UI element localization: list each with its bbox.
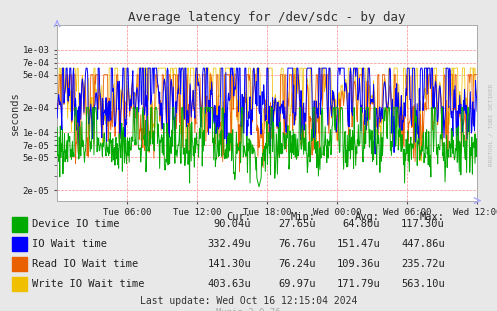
Text: IO Wait time: IO Wait time <box>32 239 107 249</box>
Text: 141.30u: 141.30u <box>207 259 251 269</box>
Text: 76.24u: 76.24u <box>278 259 316 269</box>
Text: Read IO Wait time: Read IO Wait time <box>32 259 139 269</box>
Bar <box>12 237 27 251</box>
Text: Avg:: Avg: <box>355 211 380 222</box>
Text: 27.65u: 27.65u <box>278 219 316 229</box>
Bar <box>12 217 27 231</box>
Text: 332.49u: 332.49u <box>207 239 251 249</box>
Text: 171.79u: 171.79u <box>336 279 380 289</box>
Text: 69.97u: 69.97u <box>278 279 316 289</box>
Text: 90.04u: 90.04u <box>214 219 251 229</box>
Text: Munin 2.0.76: Munin 2.0.76 <box>216 309 281 311</box>
Bar <box>12 277 27 291</box>
Text: 447.86u: 447.86u <box>401 239 445 249</box>
Text: 76.76u: 76.76u <box>278 239 316 249</box>
Text: 117.30u: 117.30u <box>401 219 445 229</box>
Text: 109.36u: 109.36u <box>336 259 380 269</box>
Text: Max:: Max: <box>420 211 445 222</box>
Text: Cur:: Cur: <box>226 211 251 222</box>
Text: 151.47u: 151.47u <box>336 239 380 249</box>
Title: Average latency for /dev/sdc - by day: Average latency for /dev/sdc - by day <box>128 11 406 24</box>
Y-axis label: seconds: seconds <box>10 91 20 135</box>
Text: RRDTOOL / TOBI OETIKER: RRDTOOL / TOBI OETIKER <box>489 83 494 166</box>
Bar <box>12 257 27 271</box>
Text: 235.72u: 235.72u <box>401 259 445 269</box>
Text: 64.80u: 64.80u <box>343 219 380 229</box>
Text: Min:: Min: <box>291 211 316 222</box>
Text: 563.10u: 563.10u <box>401 279 445 289</box>
Text: Last update: Wed Oct 16 12:15:04 2024: Last update: Wed Oct 16 12:15:04 2024 <box>140 296 357 306</box>
Text: Write IO Wait time: Write IO Wait time <box>32 279 145 289</box>
Text: 403.63u: 403.63u <box>207 279 251 289</box>
Text: Device IO time: Device IO time <box>32 219 120 229</box>
